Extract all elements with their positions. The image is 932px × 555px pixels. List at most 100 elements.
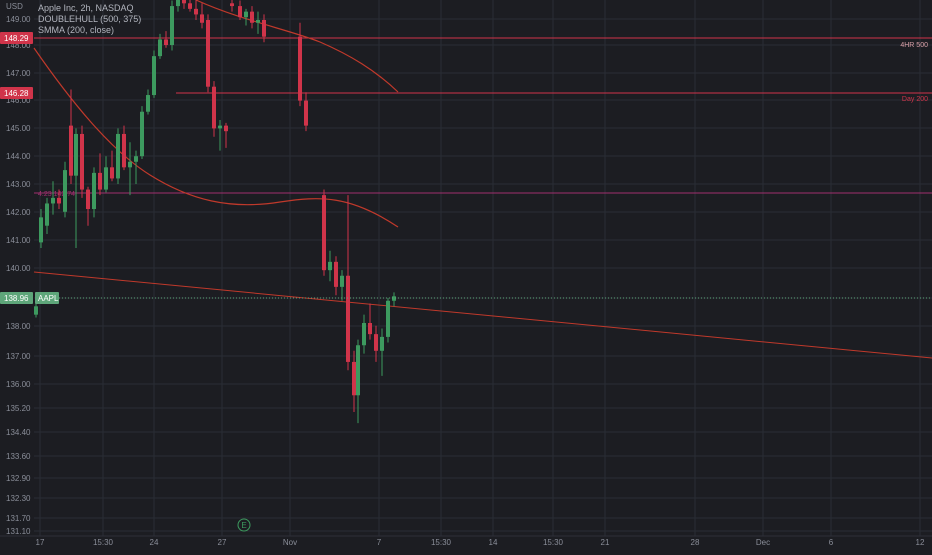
candle-body [386,300,390,337]
x-tick-label: 7 [377,538,382,547]
candle-body [170,6,174,45]
candle-body [110,167,114,179]
y-tick-label: 146.00 [6,96,31,105]
price-tag-bg [0,292,33,304]
x-tick-label: 28 [691,538,700,547]
x-tick-label: 24 [150,538,159,547]
candle-body [80,133,84,190]
x-tick-label: 14 [489,538,498,547]
candle-body [146,95,150,112]
y-tick-label: 138.00 [6,322,31,331]
candle-body [74,133,78,176]
candle-body [212,86,216,129]
level-label-4hr500: 4HR 500 [900,42,928,49]
candle-body [134,156,138,162]
y-tick-label: 136.00 [6,380,31,389]
candle-body [380,336,384,351]
trend-line [33,271,932,359]
price-tag-bg [0,32,33,44]
candle-body [51,197,55,204]
candle-body [92,172,96,210]
y-tick-label: 142.00 [6,208,31,217]
candle-body [250,11,254,23]
candle-body [104,167,108,190]
hull-line [195,0,399,93]
y-tick-label: 131.70 [6,514,31,523]
candle-body [194,8,198,15]
candle-body [362,323,366,346]
candle-body [322,195,326,271]
candle-body [63,170,67,212]
x-tick-label: Nov [283,538,297,547]
price-tag-label: 148.29 [4,34,29,43]
y-tick-label: 131.10 [6,527,31,536]
price-tag-bg [0,87,33,99]
candle-body [128,161,132,168]
level-label-day200: Day 200 [902,96,928,103]
x-tick-label: 15:30 [93,538,114,547]
x-tick-label: 12 [916,538,925,547]
y-tick-label: 145.00 [6,124,31,133]
chart-legend: Apple Inc, 2h, NASDAQ DOUBLEHULL (500, 3… [38,3,141,36]
y-tick-label: 137.00 [6,352,31,361]
candle-body [298,36,302,101]
symbol-tag-bg [35,292,59,304]
y-tick-label: 132.30 [6,494,31,503]
level-annotation: 4.23 142.74 [38,191,75,198]
x-tick-label: 15:30 [543,538,564,547]
candle-body [140,111,144,157]
candle-body [346,275,350,362]
candle-body [39,217,43,243]
price-tag-label: 138.96 [4,294,29,303]
candle-body [374,334,378,351]
y-tick-label: 143.00 [6,180,31,189]
candle-body [152,56,156,96]
candle-body [224,125,228,132]
candle-body [34,306,38,315]
candle-body [57,197,61,204]
candle-body [304,100,308,126]
candle-body [352,361,356,396]
y-tick-label: 134.40 [6,428,31,437]
x-tick-label: 15:30 [431,538,452,547]
candle-body [238,6,242,18]
candle-body [206,19,210,87]
symbol-tag-label: AAPL [38,294,59,303]
y-tick-label: 135.20 [6,404,31,413]
candle-body [182,0,186,4]
candle-body [218,125,222,129]
candle-body [188,3,192,9]
candle-body [334,261,338,287]
x-tick-label: 27 [218,538,227,547]
y-tick-label: 141.00 [6,236,31,245]
y-tick-label: 132.90 [6,474,31,483]
earnings-event-marker [237,518,251,532]
candle-body [230,3,234,7]
candle-body [45,203,49,226]
symbol-title: Apple Inc, 2h, NASDAQ [38,3,134,13]
candle-body [244,11,248,18]
candle-body [158,39,162,57]
candle-body [328,261,332,271]
candle-body [392,296,396,301]
y-tick-label: 148.00 [6,41,31,50]
candle-body [340,275,344,287]
candle-body [164,39,168,45]
y-tick-label: 144.00 [6,152,31,161]
candle-body [69,125,73,176]
x-tick-label: 21 [601,538,610,547]
currency-label: USD [6,2,23,11]
candle-body [368,323,372,335]
candle-body [86,189,90,210]
x-tick-label: Dec [756,538,770,547]
candle-body [256,19,260,23]
candle-body [200,14,204,23]
y-tick-label: 149.00 [6,15,31,24]
smma-line [33,47,399,228]
x-tick-label: 6 [829,538,834,547]
candle-body [122,133,126,168]
y-tick-label: 133.60 [6,452,31,461]
candle-body [356,345,360,396]
